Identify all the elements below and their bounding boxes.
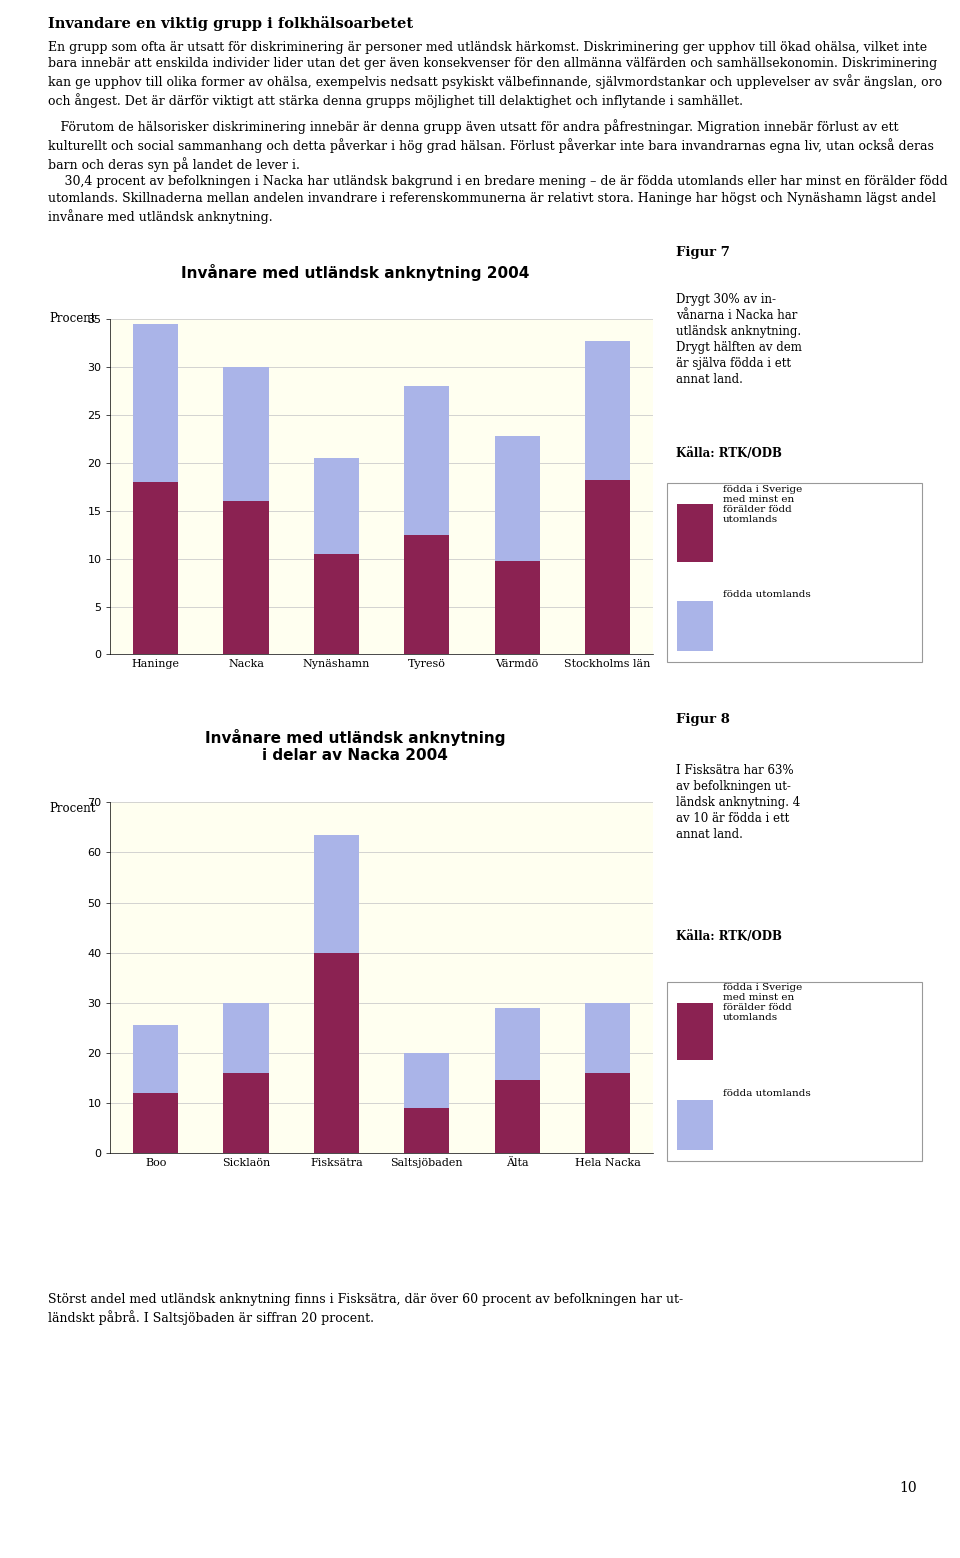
Bar bbox=[494, 436, 540, 561]
Text: födda utomlands: födda utomlands bbox=[723, 1089, 811, 1098]
Text: Drygt 30% av in-
vånarna i Nacka har
utländsk anknytning.
Drygt hälften av dem
ä: Drygt 30% av in- vånarna i Nacka har utl… bbox=[676, 293, 802, 386]
Bar bbox=[678, 505, 713, 562]
Bar bbox=[314, 555, 359, 654]
Text: Invånare med utländsk anknytning
i delar av Nacka 2004: Invånare med utländsk anknytning i delar… bbox=[204, 729, 506, 763]
Bar bbox=[494, 561, 540, 654]
Bar bbox=[678, 1003, 713, 1061]
Bar bbox=[224, 1073, 269, 1153]
Bar bbox=[133, 324, 179, 481]
Bar bbox=[678, 601, 713, 651]
Bar bbox=[404, 1108, 449, 1153]
Bar bbox=[678, 1100, 713, 1150]
Text: I Fisksätra har 63%
av befolkningen ut-
ländsk anknytning. 4
av 10 är födda i et: I Fisksätra har 63% av befolkningen ut- … bbox=[676, 763, 800, 841]
Bar bbox=[585, 1073, 630, 1153]
Text: födda utomlands: födda utomlands bbox=[723, 590, 811, 600]
Bar bbox=[133, 1025, 179, 1092]
Text: En grupp som ofta är utsatt för diskriminering är personer med utländsk härkomst: En grupp som ofta är utsatt för diskrimi… bbox=[48, 41, 942, 109]
Text: Figur 7: Figur 7 bbox=[676, 246, 730, 259]
Bar bbox=[224, 502, 269, 654]
Text: Invandare en viktig grupp i folkhälsoarbetet: Invandare en viktig grupp i folkhälsoarb… bbox=[48, 16, 413, 31]
Bar bbox=[133, 481, 179, 654]
Bar bbox=[314, 458, 359, 555]
Bar bbox=[404, 386, 449, 534]
Text: Procent: Procent bbox=[50, 802, 96, 815]
Bar bbox=[585, 1003, 630, 1073]
Bar bbox=[585, 341, 630, 480]
Text: Störst andel med utländsk anknytning finns i Fisksätra, där över 60 procent av b: Störst andel med utländsk anknytning fin… bbox=[48, 1293, 684, 1326]
Text: Figur 8: Figur 8 bbox=[676, 714, 730, 726]
Bar bbox=[133, 1092, 179, 1153]
Bar bbox=[494, 1008, 540, 1080]
Text: födda i Sverige
med minst en
förälder född
utomlands: födda i Sverige med minst en förälder fö… bbox=[723, 485, 803, 523]
Text: Källa: RTK/ODB: Källa: RTK/ODB bbox=[676, 447, 781, 460]
Bar bbox=[404, 534, 449, 654]
Bar bbox=[224, 1003, 269, 1073]
Bar bbox=[314, 952, 359, 1153]
Text: 10: 10 bbox=[900, 1482, 917, 1494]
Bar bbox=[224, 368, 269, 502]
Bar bbox=[314, 835, 359, 952]
Bar bbox=[404, 1053, 449, 1108]
Bar bbox=[494, 1080, 540, 1153]
Text: födda i Sverige
med minst en
förälder född
utomlands: födda i Sverige med minst en förälder fö… bbox=[723, 983, 803, 1022]
Text: Källa: RTK/ODB: Källa: RTK/ODB bbox=[676, 930, 781, 943]
Bar bbox=[585, 480, 630, 654]
Text: Procent: Procent bbox=[50, 312, 96, 324]
Text: Invånare med utländsk anknytning 2004: Invånare med utländsk anknytning 2004 bbox=[181, 265, 529, 280]
Text: Förutom de hälsorisker diskriminering innebär är denna grupp även utsatt för and: Förutom de hälsorisker diskriminering in… bbox=[48, 118, 948, 224]
